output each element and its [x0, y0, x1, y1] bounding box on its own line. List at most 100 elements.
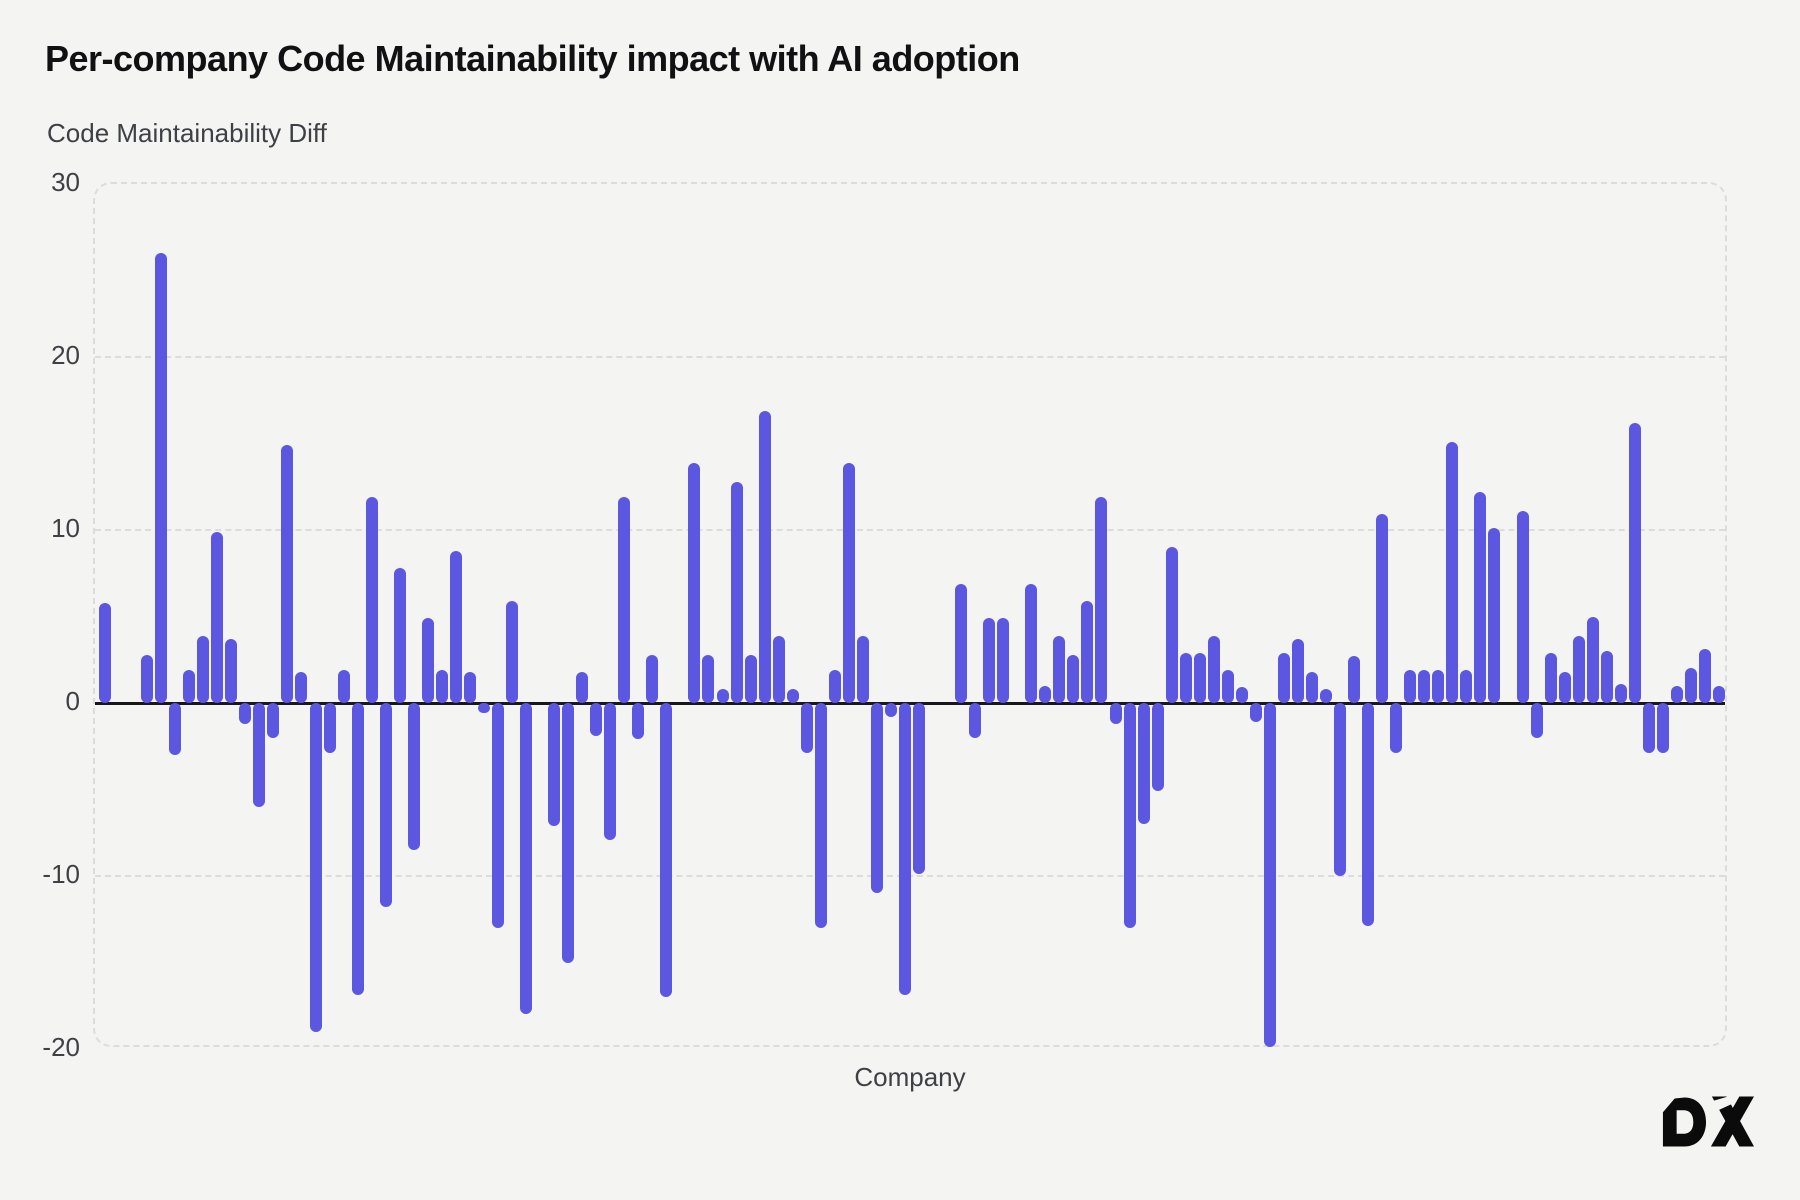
bar-company-20 [365, 497, 378, 703]
bar-company-70 [1067, 654, 1080, 703]
bar-company-56 [870, 703, 883, 894]
bar-company-7 [183, 670, 196, 703]
bar-company-107 [1586, 616, 1599, 703]
bar-company-46 [730, 481, 743, 703]
bar-company-58 [898, 703, 911, 996]
bar-company-86 [1291, 638, 1304, 703]
bar-company-34 [562, 703, 575, 963]
gridline-20 [95, 356, 1725, 358]
bar-company-62 [955, 583, 968, 703]
bar-company-78 [1179, 652, 1192, 703]
bar-company-13 [267, 703, 280, 738]
bar-company-83 [1249, 703, 1262, 723]
y-tick--20: -20 [42, 1032, 80, 1062]
bar-company-37 [604, 703, 617, 840]
bar-company-53 [828, 670, 841, 703]
bar-company-81 [1221, 670, 1234, 703]
bar-company-114 [1684, 668, 1697, 703]
bar-company-50 [786, 689, 799, 703]
bar-company-74 [1123, 703, 1136, 928]
bar-company-4 [141, 654, 154, 703]
bar-company-69 [1053, 635, 1066, 703]
bar-company-59 [913, 703, 926, 875]
bar-company-14 [281, 445, 294, 703]
bar-company-92 [1376, 514, 1389, 703]
bar-company-44 [702, 654, 715, 703]
page-title: Per-company Code Maintainability impact … [45, 38, 1020, 79]
y-tick-30: 30 [51, 167, 80, 197]
bar-company-105 [1558, 671, 1571, 703]
bar-company-35 [576, 671, 589, 703]
bar-company-29 [491, 703, 504, 928]
bar-company-116 [1713, 685, 1725, 703]
bar-company-39 [632, 703, 645, 740]
bar-company-55 [856, 635, 869, 703]
bar-company-75 [1137, 703, 1150, 825]
bar-company-100 [1488, 528, 1501, 703]
bar-company-65 [997, 618, 1010, 703]
bar-company-8 [197, 635, 210, 703]
bar-company-113 [1670, 685, 1683, 703]
bar-company-23 [407, 703, 420, 851]
bar-company-48 [758, 410, 771, 703]
bar-company-33 [548, 703, 561, 826]
bar-company-102 [1516, 510, 1529, 703]
bar-company-57 [884, 703, 897, 717]
bar-company-115 [1698, 649, 1711, 703]
bar-company-87 [1305, 671, 1318, 703]
bar-company-22 [393, 568, 406, 703]
bar-company-52 [814, 703, 827, 928]
bar-company-99 [1474, 491, 1487, 703]
bar-company-47 [744, 654, 757, 703]
bar-company-106 [1572, 635, 1585, 703]
bar-company-111 [1642, 703, 1655, 754]
bar-company-31 [520, 703, 533, 1015]
x-axis-title: Company [854, 1062, 966, 1092]
bar-company-90 [1348, 656, 1361, 703]
zero-axis-line [95, 702, 1725, 705]
bar-company-21 [379, 703, 392, 908]
bar-company-82 [1235, 687, 1248, 703]
bar-company-89 [1334, 703, 1347, 876]
bar-company-43 [688, 462, 701, 703]
bar-company-79 [1193, 652, 1206, 703]
bar-company-98 [1460, 670, 1473, 703]
bar-company-1 [99, 602, 111, 703]
bar-company-80 [1207, 635, 1220, 703]
bar-company-112 [1656, 703, 1669, 754]
bar-company-24 [421, 618, 434, 703]
bar-company-19 [351, 703, 364, 996]
bar-company-36 [590, 703, 603, 736]
gridline-10 [95, 529, 1725, 531]
y-axis-title: Code Maintainability Diff [47, 118, 327, 148]
bar-company-27 [463, 671, 476, 703]
bar-company-28 [477, 703, 490, 714]
bar-company-67 [1025, 583, 1038, 703]
bar-company-41 [660, 703, 673, 998]
bar-company-11 [239, 703, 252, 724]
bar-company-104 [1544, 652, 1557, 703]
bar-company-40 [646, 654, 659, 703]
bar-company-76 [1151, 703, 1164, 792]
bar-company-63 [969, 703, 982, 738]
y-tick-10: 10 [51, 513, 80, 543]
bar-company-94 [1404, 670, 1417, 703]
bar-company-103 [1530, 703, 1543, 738]
bar-company-45 [716, 689, 729, 703]
bar-company-6 [169, 703, 182, 755]
bar-company-85 [1277, 652, 1290, 703]
bar-company-71 [1081, 600, 1094, 703]
bar-company-73 [1109, 703, 1122, 724]
bar-company-96 [1432, 670, 1445, 703]
bar-company-93 [1390, 703, 1403, 754]
dx-logo [1662, 1095, 1754, 1147]
bar-company-95 [1418, 670, 1431, 703]
bar-company-25 [435, 670, 448, 703]
bar-company-38 [618, 497, 631, 703]
bar-company-51 [800, 703, 813, 754]
y-tick-20: 20 [51, 340, 80, 370]
bar-company-18 [337, 670, 350, 703]
bar-company-30 [506, 600, 518, 703]
bar-company-109 [1614, 683, 1627, 703]
bar-company-108 [1600, 651, 1613, 703]
